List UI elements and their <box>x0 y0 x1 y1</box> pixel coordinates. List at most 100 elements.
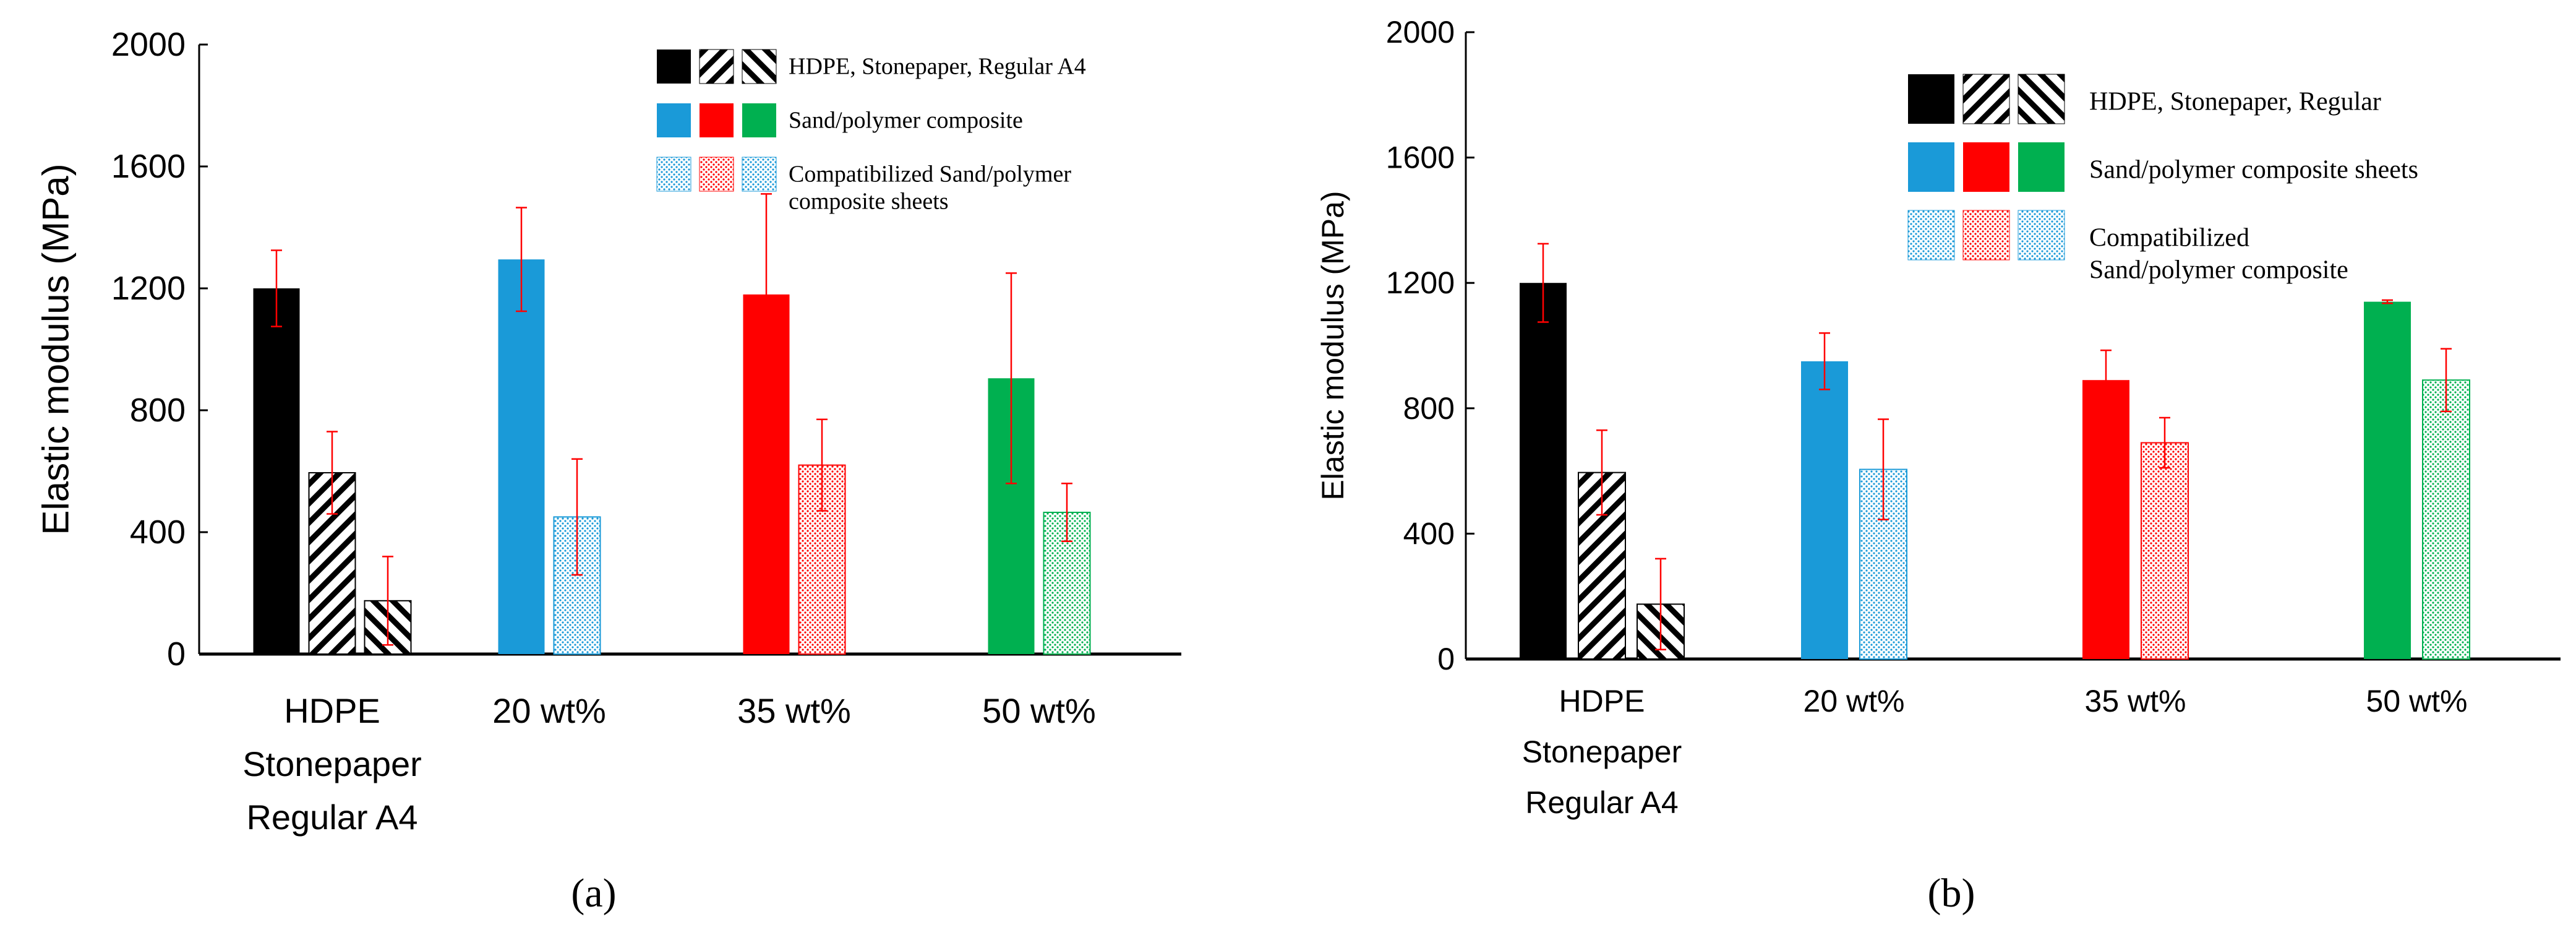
text-line: Stonepaper <box>242 744 422 783</box>
bar-solid <box>1520 283 1567 659</box>
legend-swatch <box>657 50 691 84</box>
error-bar <box>571 458 583 576</box>
text-line: composite sheets <box>789 189 949 215</box>
bar-solid <box>2082 380 2129 659</box>
bar-dot <box>2422 379 2470 660</box>
y-tick-label: 1200 <box>111 270 186 307</box>
error-bar <box>271 249 282 327</box>
category-label: 35 wt% <box>2085 684 2186 718</box>
legend-swatch <box>699 49 734 84</box>
text-line: HDPE <box>1559 684 1645 718</box>
error-bar <box>382 556 393 646</box>
y-axis-label: Elastic modulus (MPa) <box>35 163 77 535</box>
text-line: 20 wt% <box>1804 684 1905 718</box>
legend-swatch <box>1907 210 1955 261</box>
legend-label: HDPE, Stonepaper, Regular <box>2089 88 2381 116</box>
error-bar <box>1006 272 1017 485</box>
y-axis-label: Elastic modulus (MPa) <box>1316 191 1350 500</box>
text-line: Regular A4 <box>1525 785 1678 820</box>
legend-label: Sand/polymer composite <box>789 108 1023 134</box>
text-line: 50 wt% <box>982 691 1096 730</box>
y-tick-label: 1600 <box>111 148 186 185</box>
error-bar <box>1538 243 1549 323</box>
legend: HDPE, Stonepaper, Regular A4 Sand/polymer… <box>656 49 1086 215</box>
text-line: HDPE <box>284 691 380 730</box>
error-bar <box>2382 299 2393 304</box>
text-line: Stonepaper <box>1522 735 1682 769</box>
error-bar <box>1819 332 1830 390</box>
chart-panel-a: 0 400 800 1200 1600 2000 Elastic modulus (MPa)… <box>35 26 1181 916</box>
error-bar <box>516 207 527 312</box>
error-bar <box>1596 429 1607 516</box>
category-label: 50 wt% <box>2366 684 2468 718</box>
error-bar <box>1061 482 1072 543</box>
legend-swatch <box>742 49 777 84</box>
legend-swatch <box>1963 142 2009 192</box>
panel-caption: (b) <box>1928 871 1975 916</box>
category-label: 35 wt% <box>737 691 851 730</box>
text-line: HDPE, Stonepaper, Regular <box>2089 88 2381 116</box>
text-line: Sand/polymer composite <box>789 108 1023 134</box>
legend-swatch <box>656 157 691 192</box>
error-bar <box>327 431 338 515</box>
bar-solid <box>253 288 300 654</box>
legend: HDPE, Stonepaper, Regular Sand/polymer co… <box>1907 74 2418 285</box>
error-bar <box>1655 558 1666 651</box>
text-line: 50 wt% <box>2366 684 2468 718</box>
y-tick-label: 1600 <box>1386 140 1455 175</box>
text-line: 35 wt% <box>2085 684 2186 718</box>
error-bar <box>761 193 772 396</box>
error-bar <box>816 418 828 512</box>
y-tick-label: 1200 <box>1386 265 1455 300</box>
legend-swatch <box>2018 210 2065 261</box>
legend-swatch <box>1908 74 1954 124</box>
text-line: 20 wt% <box>492 691 606 730</box>
bar-solid <box>2364 301 2411 660</box>
category-label: 50 wt% <box>982 691 1096 730</box>
legend-label: Compatibilized Sand/polymer composite she… <box>789 162 1071 215</box>
category-label: HDPE Stonepaper Regular A4 <box>242 691 422 837</box>
legend-swatch <box>1962 210 2010 261</box>
category-label: HDPE Stonepaper Regular A4 <box>1522 684 1682 820</box>
error-bar <box>2159 416 2170 469</box>
legend-swatch <box>742 103 776 137</box>
category-label: 20 wt% <box>1804 684 1905 718</box>
y-tick-label: 0 <box>1437 642 1455 676</box>
y-tick-label: 2000 <box>1386 15 1455 50</box>
text-line: Compatibilized <box>2089 224 2249 252</box>
y-tick-label: 800 <box>1403 391 1455 426</box>
chart-panel-b: 0 400 800 1200 1600 2000 Elastic modulus (MPa)… <box>1316 15 2561 916</box>
legend-swatch <box>700 103 734 137</box>
y-tick-label: 800 <box>130 392 186 429</box>
bar-solid <box>498 259 545 654</box>
legend-swatch <box>1962 74 2010 124</box>
legend-label: Compatibilized Sand/polymer composite <box>2089 224 2348 285</box>
bar-solid <box>1801 361 1848 659</box>
legend-swatch <box>1908 142 1954 192</box>
legend-label: Sand/polymer composite sheets <box>2089 156 2418 184</box>
legend-swatch <box>699 157 734 192</box>
category-label: 20 wt% <box>492 691 606 730</box>
bar-dot <box>1859 468 1907 660</box>
error-bar <box>2100 349 2112 411</box>
legend-swatch <box>2018 142 2065 192</box>
y-tick-label: 400 <box>1403 516 1455 551</box>
error-bar <box>2441 348 2452 413</box>
legend-swatch <box>657 103 691 137</box>
error-bar <box>1878 418 1889 520</box>
bar-dot <box>2141 442 2189 660</box>
text-line: 35 wt% <box>737 691 851 730</box>
text-line: Sand/polymer composite <box>2089 256 2348 285</box>
y-tick-label: 2000 <box>111 26 186 63</box>
y-tick-label: 400 <box>130 514 186 551</box>
legend-swatch <box>2018 74 2065 124</box>
text-line: HDPE, Stonepaper, Regular A4 <box>789 54 1086 80</box>
panel-caption: (a) <box>571 871 616 916</box>
y-tick-label: 0 <box>167 636 186 673</box>
legend-label: HDPE, Stonepaper, Regular A4 <box>789 54 1086 80</box>
text-line: Compatibilized Sand/polymer <box>789 162 1071 187</box>
legend-swatch <box>742 157 777 192</box>
text-line: Regular A4 <box>246 798 417 837</box>
text-line: Sand/polymer composite sheets <box>2089 156 2418 184</box>
